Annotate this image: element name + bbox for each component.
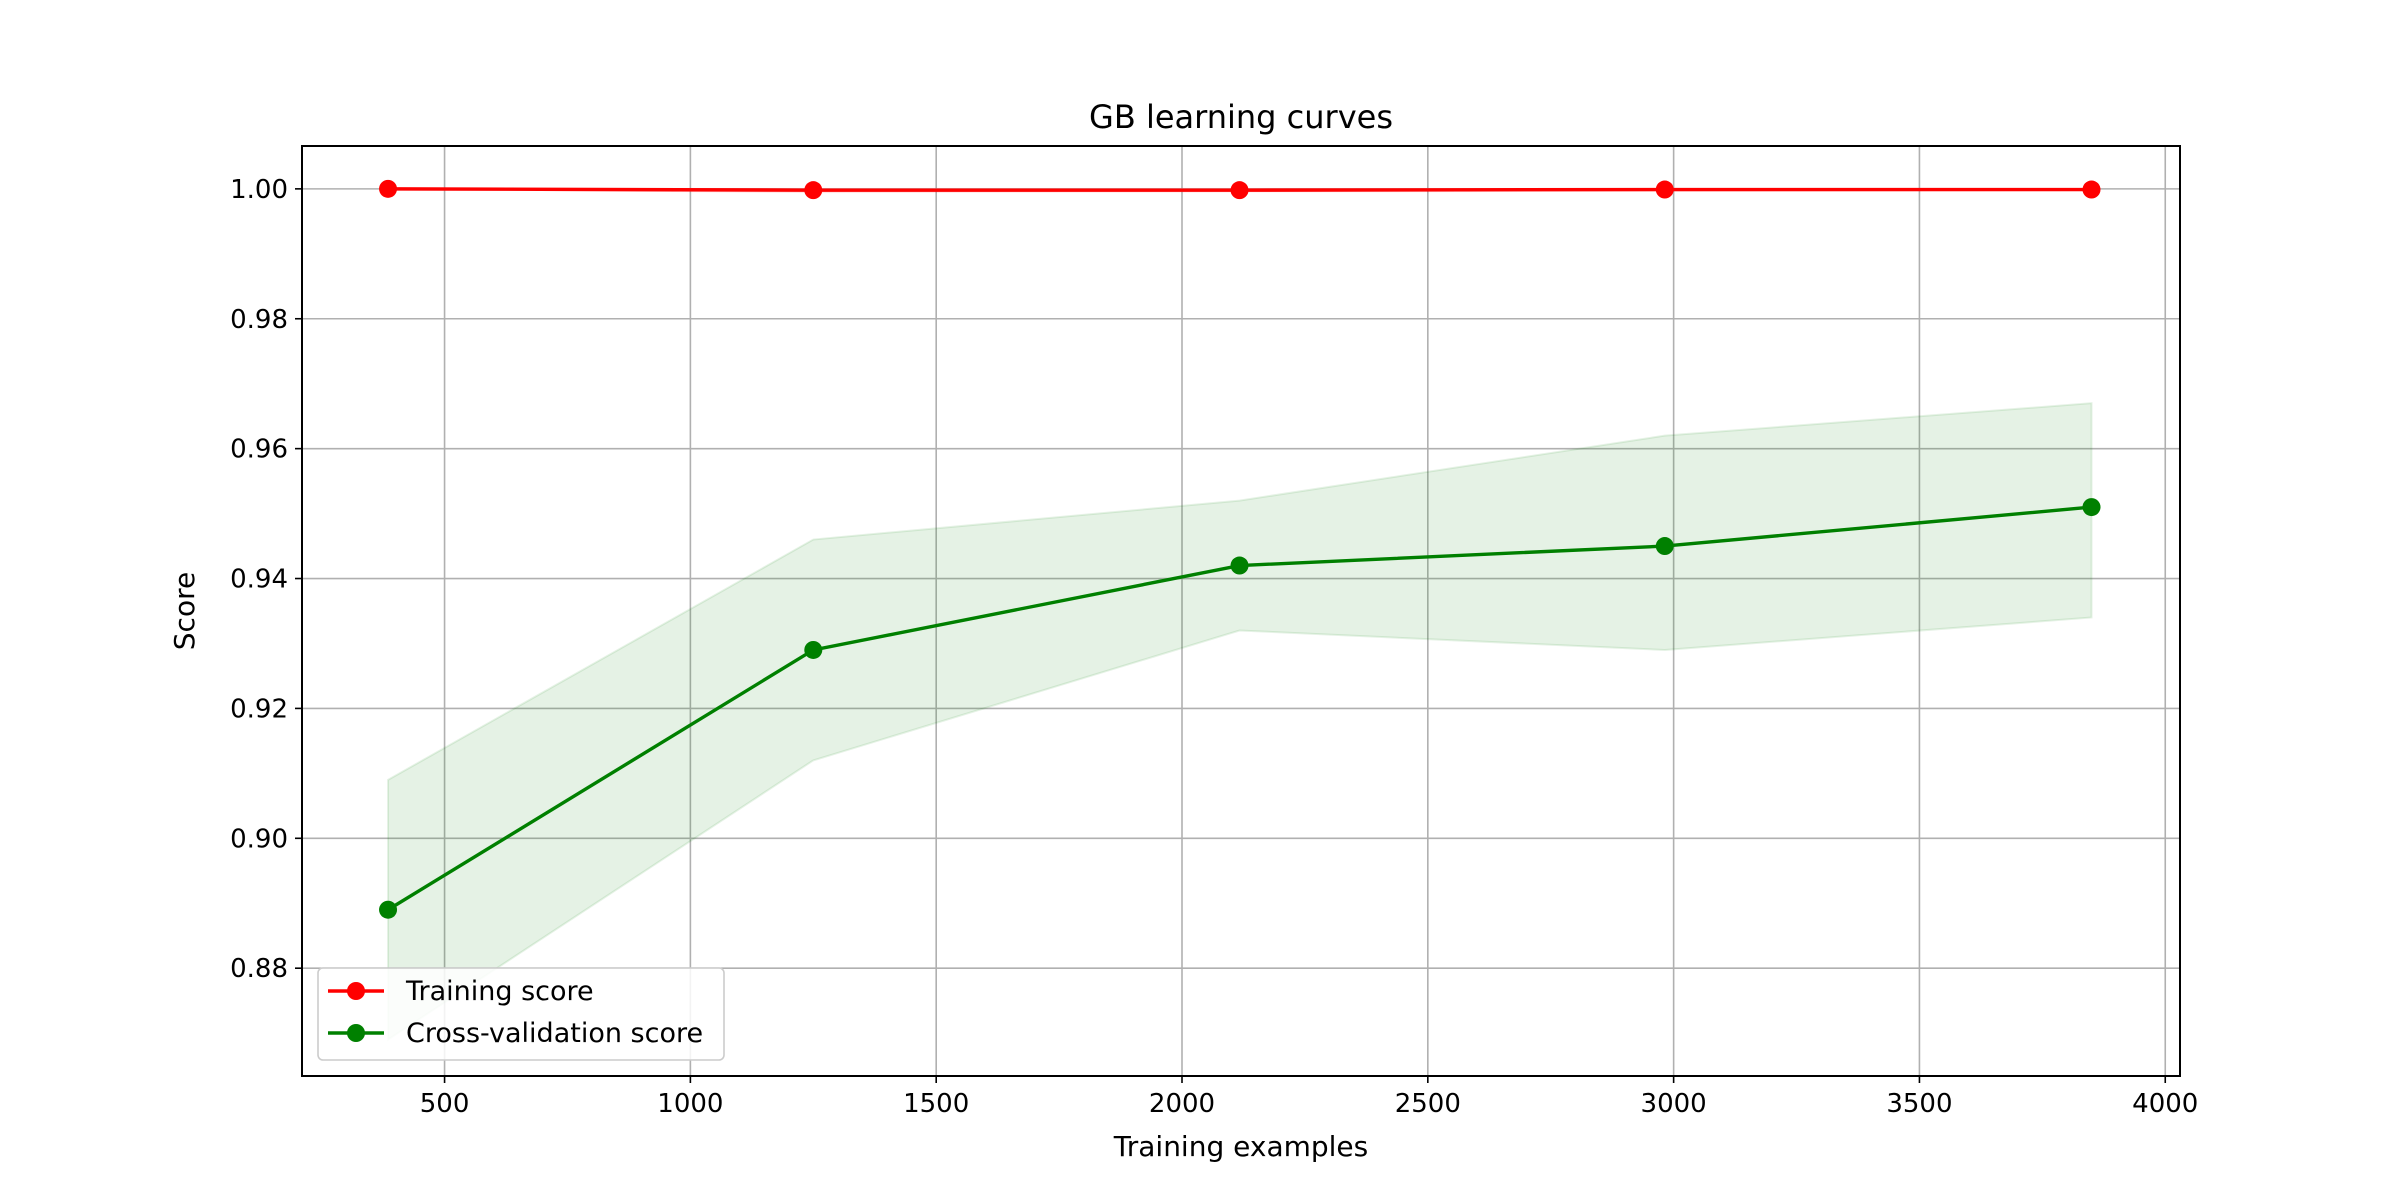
x-tick-label: 4000 [2132, 1089, 2198, 1119]
data-point-0 [1655, 180, 1674, 199]
x-tick-label: 500 [420, 1089, 470, 1119]
y-tick-label: 1.00 [230, 175, 288, 205]
x-tick-label: 2000 [1149, 1089, 1215, 1119]
data-point-1 [804, 640, 823, 659]
legend-marker-1 [347, 1024, 365, 1042]
legend-marker-0 [347, 982, 365, 1000]
x-tick-label: 3500 [1886, 1089, 1952, 1119]
x-tick-label: 2500 [1395, 1089, 1461, 1119]
y-tick-label: 0.94 [230, 565, 288, 595]
y-axis-title: Score [168, 572, 201, 650]
data-point-1 [1655, 537, 1674, 556]
data-point-1 [1230, 556, 1249, 575]
y-tick-label: 0.98 [230, 305, 288, 335]
data-point-0 [2082, 180, 2101, 199]
series-marker-layer [379, 179, 2101, 919]
confidence-band-1 [387, 402, 2093, 1042]
legend-box [317, 967, 725, 1061]
legend-label-0: Training score [405, 976, 594, 1007]
y-tick-label: 0.92 [230, 694, 288, 724]
data-point-1 [379, 900, 398, 919]
data-point-1 [2082, 498, 2101, 517]
x-tick-label: 1500 [903, 1089, 969, 1119]
legend-label-1: Cross-validation score [406, 1018, 703, 1049]
y-tick-label: 0.96 [230, 435, 288, 465]
y-tick-label: 0.88 [230, 954, 288, 984]
legend: Training score Cross-validation score [317, 967, 725, 1061]
x-axis-title: Training examples [1113, 1130, 1369, 1163]
data-point-0 [804, 181, 823, 200]
x-tick-label: 1000 [657, 1089, 723, 1119]
chart-title: GB learning curves [1089, 98, 1393, 136]
plot-frame [301, 145, 2181, 1077]
y-tick-label: 0.90 [230, 824, 288, 854]
x-tick-label: 3000 [1641, 1089, 1707, 1119]
data-point-0 [379, 179, 398, 198]
tick-layer: 500 1000 1500 2000 2500 3000 3500 4000 0.88 0.90 0… [230, 175, 2198, 1119]
data-point-0 [1230, 181, 1249, 200]
